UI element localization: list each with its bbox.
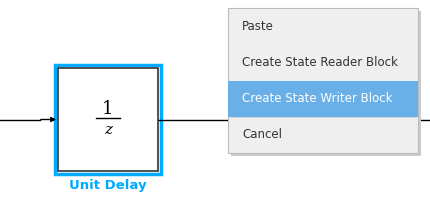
Text: 1: 1: [102, 100, 114, 118]
Bar: [228, 81, 418, 117]
Bar: [58, 68, 158, 171]
Text: Cancel: Cancel: [242, 128, 282, 141]
Bar: [231, 11, 421, 156]
Text: Unit Delay: Unit Delay: [69, 179, 147, 192]
Bar: [228, 8, 418, 153]
Text: Create State Writer Block: Create State Writer Block: [242, 92, 393, 105]
Text: Paste: Paste: [242, 20, 274, 33]
Text: Create State Reader Block: Create State Reader Block: [242, 56, 398, 69]
Bar: [55, 65, 161, 174]
Text: z: z: [104, 123, 112, 136]
